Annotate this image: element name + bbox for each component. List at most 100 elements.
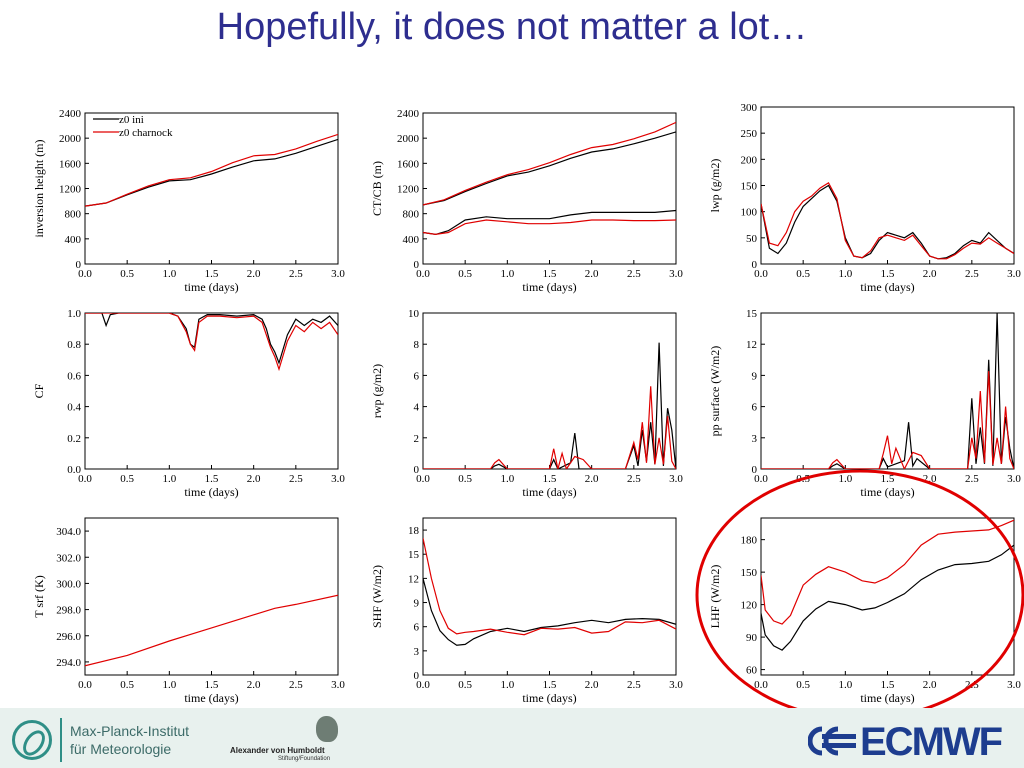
x-tick-label: 1.0: [500, 679, 514, 691]
y-tick-label: 302.0: [56, 552, 81, 564]
x-tick-label: 0.0: [416, 268, 430, 280]
series-line-1: [761, 182, 1014, 260]
x-tick-label: 2.5: [627, 679, 641, 691]
x-tick-label: 0.0: [416, 473, 430, 485]
x-tick-label: 3.0: [1007, 473, 1021, 485]
x-tick-label: 2.5: [965, 268, 979, 280]
humboldt-portrait-icon: [316, 716, 338, 742]
y-tick-label: 8: [414, 339, 420, 351]
y-tick-label: 15: [746, 308, 758, 320]
x-tick-label: 1.0: [162, 679, 176, 691]
x-axis-label: time (days): [184, 691, 238, 705]
x-axis-label: time (days): [184, 280, 238, 294]
y-tick-label: 15: [408, 549, 420, 561]
y-tick-label: 0: [76, 259, 82, 271]
x-axis-label: time (days): [522, 280, 576, 294]
x-tick-label: 1.0: [838, 268, 852, 280]
humboldt-subtitle: Stiftung/Foundation: [278, 756, 331, 762]
y-tick-label: 300.0: [56, 578, 81, 590]
y-axis-label: lwp (g/m2): [708, 159, 722, 213]
y-axis-label: LHF (W/m2): [708, 565, 722, 629]
y-tick-label: 298.0: [56, 605, 81, 617]
legend-entry: z0 ini: [119, 114, 144, 126]
y-tick-label: 3: [752, 433, 758, 445]
x-axis-label: time (days): [522, 485, 576, 499]
series-line-0: [761, 544, 1014, 651]
x-tick-label: 0.0: [78, 473, 92, 485]
y-axis-label: SHF (W/m2): [370, 565, 384, 628]
x-tick-label: 3.0: [331, 268, 345, 280]
y-axis-label: rwp (g/m2): [370, 364, 384, 418]
y-axis-label: CF: [32, 383, 46, 398]
y-tick-label: 294.0: [56, 657, 81, 669]
x-tick-label: 0.0: [78, 679, 92, 691]
x-tick-label: 1.5: [543, 473, 557, 485]
x-tick-label: 2.0: [585, 473, 599, 485]
y-tick-label: 1600: [397, 158, 420, 170]
y-tick-label: 400: [65, 234, 82, 246]
series-line-2: [423, 209, 676, 236]
y-tick-label: 3: [414, 646, 420, 658]
x-tick-label: 2.0: [923, 268, 937, 280]
x-tick-label: 2.5: [627, 268, 641, 280]
x-tick-label: 1.5: [881, 473, 895, 485]
y-tick-label: 2400: [397, 108, 420, 120]
chart-cf: 0.0 0.5 1.0 1.5 2.0 2.5 3.0 0.0 0.2 0.4 0.6 0.8 1.0 t…: [32, 308, 345, 499]
footer-bar: Max-Planck-Institut für Meteorologie Ale…: [0, 708, 1024, 768]
y-tick-label: 150: [741, 181, 758, 193]
x-tick-label: 1.0: [500, 268, 514, 280]
x-axis-label: time (days): [522, 691, 576, 705]
plot-frame: [84, 517, 339, 676]
y-axis-label: CT/CB (m): [370, 161, 384, 216]
chart-tsrf: 0.0 0.5 1.0 1.5 2.0 2.5 3.0 294.0 296.0 298.0 300.…: [32, 517, 345, 705]
x-tick-label: 0.5: [458, 679, 472, 691]
ecmwf-wordmark: ECMWF: [860, 720, 1003, 764]
plot-frame: [84, 312, 339, 470]
mpi-logo: Max-Planck-Institut für Meteorologie: [8, 718, 198, 762]
series-line-0: [423, 342, 676, 469]
y-tick-label: 0.2: [67, 433, 81, 445]
x-tick-label: 3.0: [669, 473, 683, 485]
x-axis-label: time (days): [860, 485, 914, 499]
x-tick-label: 1.5: [205, 268, 219, 280]
x-tick-label: 1.5: [543, 268, 557, 280]
x-tick-label: 0.5: [120, 679, 134, 691]
x-tick-label: 2.5: [289, 679, 303, 691]
x-tick-label: 3.0: [1007, 679, 1021, 691]
x-tick-label: 3.0: [331, 473, 345, 485]
series-line-0: [761, 313, 1014, 469]
series-line-1: [423, 121, 676, 206]
y-tick-label: 0: [414, 464, 420, 476]
y-tick-label: 0: [752, 259, 758, 271]
x-tick-label: 0.5: [458, 268, 472, 280]
y-tick-label: 90: [746, 632, 758, 644]
ecmwf-waves-icon: [808, 726, 856, 756]
y-tick-label: 800: [65, 209, 82, 221]
y-tick-label: 10: [408, 308, 420, 320]
y-tick-label: 0: [414, 670, 420, 682]
y-tick-label: 250: [741, 128, 758, 140]
y-tick-label: 0.8: [67, 339, 81, 351]
y-tick-label: 400: [403, 234, 420, 246]
x-tick-label: 2.0: [247, 268, 261, 280]
chart-ctcb: 0.0 0.5 1.0 1.5 2.0 2.5 3.0 0 400 800 1200 1600 2000…: [370, 108, 683, 294]
chart-rwp: 0.0 0.5 1.0 1.5 2.0 2.5 3.0 0 2 4 6 8 10 time (days) r…: [370, 308, 683, 499]
x-tick-label: 2.0: [585, 679, 599, 691]
x-tick-label: 0.5: [796, 268, 810, 280]
figure-panels: 0.0 0.5 1.0 1.5 2.0 2.5 3.00400800120016002000…: [32, 102, 1024, 708]
chart-lwp: 0.0 0.5 1.0 1.5 2.0 2.5 3.0 0 50 100 150 200 250 300 t…: [708, 102, 1021, 294]
x-tick-label: 3.0: [669, 268, 683, 280]
series-line-0: [423, 578, 676, 646]
series-line-0: [85, 594, 338, 667]
x-tick-label: 2.0: [247, 473, 261, 485]
mpi-logo-text: Max-Planck-Institut für Meteorologie: [70, 722, 189, 758]
y-tick-label: 6: [414, 622, 420, 634]
x-tick-label: 1.5: [543, 679, 557, 691]
x-tick-label: 0.0: [78, 268, 92, 280]
x-tick-label: 2.5: [289, 268, 303, 280]
y-tick-label: 0: [752, 464, 758, 476]
legend-entry: z0 charnock: [119, 127, 173, 139]
y-tick-label: 1200: [59, 184, 82, 196]
